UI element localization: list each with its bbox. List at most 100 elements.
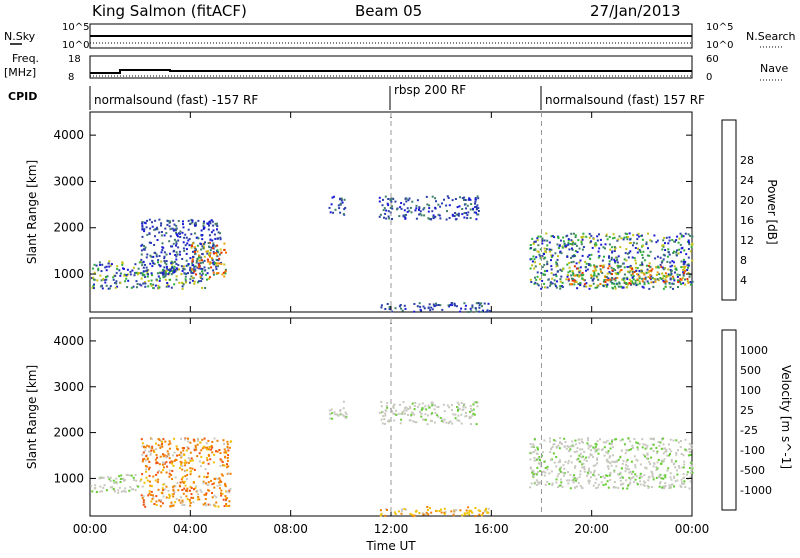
power-cell [609,248,612,251]
velocity-cell [562,472,565,475]
velocity-cell [576,447,579,449]
velocity-cell [620,467,623,470]
power-cell [626,278,629,281]
power-cell [141,225,144,228]
power-cell [632,241,635,244]
power-colorbar-tick-label: 4 [740,274,747,287]
velocity-cell [542,470,545,473]
power-cell [176,235,179,238]
power-cell [611,251,613,254]
power-cell [531,260,534,263]
power-cell [180,265,183,268]
power-cell [212,229,215,232]
power-cell [151,221,153,224]
power-cell [588,287,591,290]
velocity-cell [448,421,451,424]
velocity-cell [160,440,162,443]
power-cell [614,277,617,280]
velocity-cell [596,486,599,489]
power-cell [205,250,208,253]
velocity-cell [189,504,192,507]
velocity-cell [468,509,471,512]
velocity-cell [417,405,419,408]
velocity-cell [456,401,459,404]
velocity-cell [625,479,628,482]
power-cell [193,280,196,283]
power-cell [177,220,180,222]
velocity-cell [676,479,679,482]
power-cell [629,282,632,285]
power-cell [200,259,203,262]
power-cell [638,275,641,278]
velocity-cell [192,438,195,441]
power-cell [543,282,546,285]
power-cell [173,249,176,252]
power-cell [536,237,539,240]
velocity-cell [670,450,673,453]
power-cell [488,309,491,312]
velocity-cell [626,465,629,468]
velocity-cell [397,510,400,513]
power-cell [340,197,343,200]
power-cell [142,260,145,263]
velocity-cell [189,485,192,488]
velocity-cell [690,466,693,469]
power-cell [687,281,690,284]
power-cell [445,204,448,207]
velocity-cell [189,451,192,454]
velocity-cell [557,444,560,447]
velocity-cell [461,514,464,517]
velocity-cell [184,464,187,467]
power-cell [189,268,192,270]
power-cell [606,272,609,275]
nave-tick-top: 60 [706,54,719,65]
power-cell [637,232,640,235]
power-cell [469,307,472,310]
velocity-cell [205,504,207,507]
power-cell [621,278,624,281]
velocity-cell [330,408,333,411]
velocity-cell [594,464,597,467]
power-cell [575,281,578,283]
power-cell [601,264,604,267]
power-cell [137,272,140,275]
velocity-cell [658,444,661,447]
power-cell [572,273,575,276]
power-cell [649,274,652,277]
velocity-cell [211,496,214,499]
power-cell [204,273,207,276]
power-cell [648,262,651,265]
power-cell [581,248,584,251]
velocity-cell [161,445,164,448]
power-cell [597,278,600,281]
power-cell [204,287,207,289]
power-cell [163,273,166,276]
power-cell [534,281,537,284]
velocity-cell [171,478,174,480]
velocity-cell [576,477,578,480]
velocity-cell [330,412,333,415]
power-cell [173,269,175,272]
velocity-cell [143,446,146,449]
power-cell [664,272,667,275]
velocity-cell [631,446,634,449]
power-cell [628,271,631,274]
power-cell [579,269,582,272]
velocity-cell [225,452,228,454]
power-cell [214,245,217,248]
power-cell [418,208,420,211]
power-cell [142,282,145,285]
power-cell [548,248,551,251]
velocity-cell [597,473,600,476]
velocity-cell [573,474,576,477]
velocity-cell [675,439,678,442]
power-cell [575,244,578,247]
power-cell [380,304,383,307]
velocity-cell [460,401,463,404]
power-cell [529,244,532,246]
velocity-cell [107,476,110,479]
velocity-cell [572,445,575,448]
power-marks [90,195,694,313]
power-region-4 [328,195,347,216]
velocity-cell [148,460,151,463]
